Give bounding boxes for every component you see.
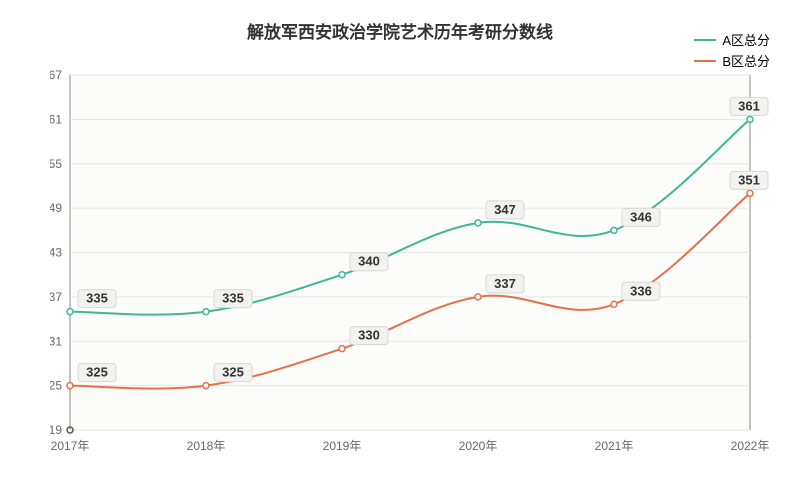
svg-text:355: 355 bbox=[50, 157, 62, 171]
svg-text:2021年: 2021年 bbox=[595, 439, 634, 453]
svg-text:347: 347 bbox=[494, 202, 516, 217]
svg-text:340: 340 bbox=[358, 254, 380, 269]
svg-text:319: 319 bbox=[50, 423, 62, 437]
svg-text:331: 331 bbox=[50, 334, 62, 348]
plot-area: 319 325 331 337 343 349 355 361 367 2017年 2018年 201… bbox=[50, 60, 770, 460]
svg-text:325: 325 bbox=[222, 365, 244, 380]
svg-text:343: 343 bbox=[50, 246, 62, 260]
svg-text:336: 336 bbox=[630, 283, 652, 298]
chart-title: 解放军西安政治学院艺术历年考研分数线 bbox=[247, 18, 553, 43]
svg-text:2019年: 2019年 bbox=[323, 439, 362, 453]
svg-text:337: 337 bbox=[50, 290, 62, 304]
svg-text:325: 325 bbox=[50, 379, 62, 393]
svg-text:367: 367 bbox=[50, 68, 62, 82]
svg-text:325: 325 bbox=[86, 365, 108, 380]
svg-text:2022年: 2022年 bbox=[731, 439, 770, 453]
svg-text:335: 335 bbox=[222, 291, 244, 306]
svg-text:346: 346 bbox=[630, 209, 652, 224]
svg-text:351: 351 bbox=[738, 172, 760, 187]
svg-text:349: 349 bbox=[50, 201, 62, 215]
svg-text:337: 337 bbox=[494, 276, 516, 291]
legend-swatch-a bbox=[694, 39, 716, 41]
chart-container: 解放军西安政治学院艺术历年考研分数线 A区总分 B区总分 31932533133… bbox=[0, 0, 800, 500]
legend-item-a: A区总分 bbox=[694, 30, 770, 49]
svg-text:361: 361 bbox=[738, 98, 760, 113]
svg-text:335: 335 bbox=[86, 291, 108, 306]
svg-text:2020年: 2020年 bbox=[459, 439, 498, 453]
svg-text:330: 330 bbox=[358, 328, 380, 343]
svg-text:2017年: 2017年 bbox=[51, 439, 90, 453]
svg-text:2018年: 2018年 bbox=[187, 439, 226, 453]
svg-text:361: 361 bbox=[50, 112, 62, 126]
legend-label-a: A区总分 bbox=[722, 30, 770, 49]
